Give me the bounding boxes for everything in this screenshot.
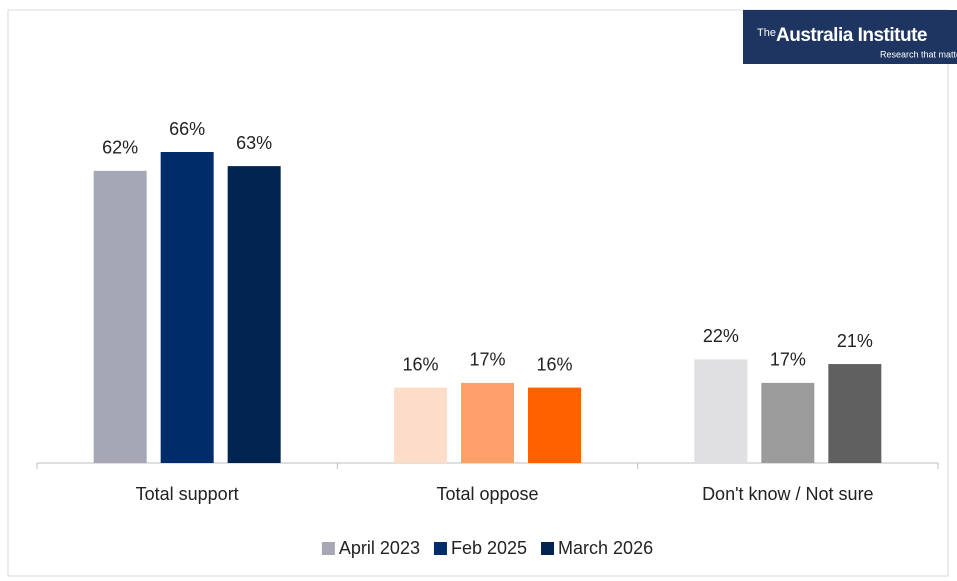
bar [828, 364, 882, 463]
legend-swatch [433, 542, 447, 555]
bar [227, 166, 281, 464]
data-label: 16% [536, 354, 572, 374]
x-tick-label: Total support [136, 484, 239, 504]
data-label: 62% [102, 138, 138, 158]
bar [461, 382, 514, 463]
bar [160, 152, 214, 463]
legend-swatch [321, 542, 335, 555]
bar [761, 382, 815, 463]
data-label: 17% [770, 350, 806, 370]
bar [93, 170, 147, 463]
data-label: 63% [236, 133, 272, 153]
data-label: 22% [703, 326, 739, 346]
logo: The Australia Institute Research that ma… [743, 10, 957, 64]
legend-swatch [541, 542, 555, 555]
data-label: 66% [169, 119, 205, 139]
bar [394, 387, 447, 463]
logo-background [743, 10, 957, 64]
bar [528, 387, 581, 463]
legend-label: April 2023 [339, 538, 420, 558]
logo-name: Australia Institute [776, 25, 927, 46]
data-label: 21% [837, 331, 873, 351]
bar [694, 359, 748, 463]
data-label: 17% [469, 350, 505, 370]
logo-tagline: Research that matters [880, 49, 957, 59]
legend-label: Feb 2025 [451, 538, 527, 558]
x-tick-label: Total oppose [436, 484, 538, 504]
chart-border [7, 9, 949, 577]
logo-prefix: The [757, 27, 776, 39]
data-label: 16% [402, 354, 438, 374]
legend-label: March 2026 [558, 538, 653, 558]
x-tick-label: Don't know / Not sure [702, 484, 874, 504]
